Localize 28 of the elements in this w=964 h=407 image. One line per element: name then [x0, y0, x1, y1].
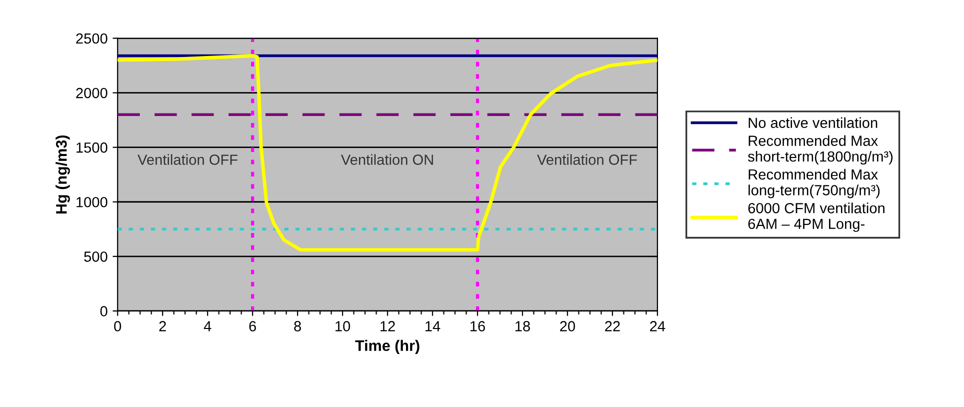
x-tick-label: 18	[515, 321, 530, 332]
x-tick-label: 12	[380, 321, 395, 332]
y-tick-label: 500	[84, 252, 108, 262]
y-tick-label: 1500	[76, 142, 108, 153]
x-axis-title: Time (hr)	[355, 340, 420, 354]
annotation: Ventilation OFF	[537, 154, 637, 165]
legend-label: Recommended Max short-term(1800ng/m³)	[748, 135, 893, 165]
x-tick-label: 4	[204, 321, 212, 332]
x-tick-label: 2	[159, 321, 166, 332]
annotation: Ventilation OFF	[138, 154, 238, 165]
y-tick-label: 2500	[76, 33, 108, 44]
y-tick-label: 1000	[76, 196, 108, 208]
y-axis-title: Hg (ng/m3)	[56, 135, 70, 214]
x-tick-label: 10	[336, 321, 350, 332]
x-tick-label: 16	[470, 321, 485, 332]
legend-label: Recommended Max long-term(750ng/m³)	[748, 168, 880, 198]
x-tick-label: 0	[114, 321, 122, 332]
legend-label: 6000 CFM ventilation 6AM – 4PM Long-	[748, 202, 884, 232]
annotation: Ventilation ON	[340, 154, 433, 165]
y-tick-label: 0	[100, 306, 108, 316]
x-tick-label: 6	[249, 321, 256, 332]
x-tick-label: 24	[650, 321, 666, 332]
x-tick-label: 20	[560, 321, 576, 332]
legend-label: No active ventilation	[748, 117, 878, 128]
y-tick-label: 2000	[76, 88, 108, 98]
x-tick-label: 22	[605, 321, 620, 332]
x-tick-label: 14	[426, 321, 440, 332]
x-tick-label: 8	[294, 321, 301, 332]
